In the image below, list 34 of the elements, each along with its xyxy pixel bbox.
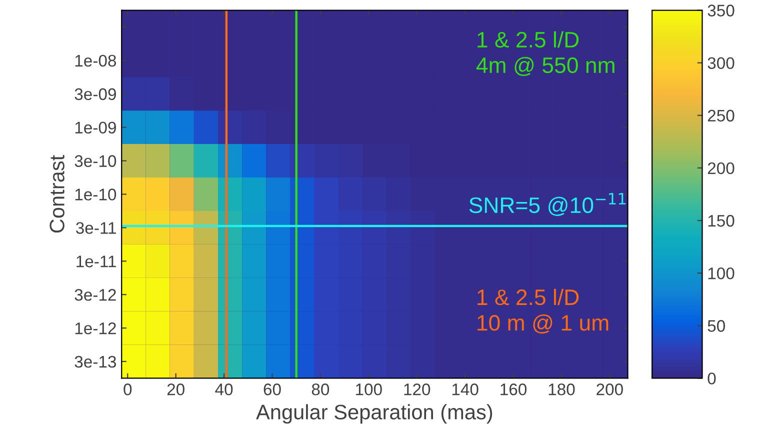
color-bar-label: 0 bbox=[708, 372, 716, 384]
ref-line-label: 1 & 2.5 l/D 4m @ 550 nm bbox=[476, 31, 614, 76]
x-tick-label: 40 bbox=[215, 384, 233, 396]
ref-line-label: SNR=5 @10$^{−11}$ bbox=[469, 193, 626, 216]
x-tick-label: 160 bbox=[500, 384, 527, 396]
y-tick-label: 1e-10 bbox=[75, 188, 116, 200]
y-tick-label: 3e-11 bbox=[76, 222, 116, 234]
y-tick-label: 1e-11 bbox=[76, 256, 116, 268]
y-tick-label: 3e-13 bbox=[74, 356, 116, 368]
color-bar-label: 250 bbox=[708, 110, 734, 122]
y-tick-label: 1e-09 bbox=[75, 122, 116, 134]
color-bar-label: 200 bbox=[708, 162, 734, 174]
y-tick-label: 1e-12 bbox=[75, 322, 116, 334]
x-tick-label: 60 bbox=[264, 384, 281, 396]
x-tick-label: 20 bbox=[167, 384, 184, 396]
color-bar-label: 150 bbox=[708, 214, 734, 227]
x-tick-label: 200 bbox=[596, 384, 623, 396]
x-axis-title: Angular Separation (mas) bbox=[256, 404, 492, 424]
y-axis-title: Contrast bbox=[50, 155, 64, 233]
x-tick-label: 120 bbox=[404, 384, 430, 396]
ref-line-label: 1 & 2.5 l/D 10 m @ 1 um bbox=[478, 288, 608, 334]
y-tick-label: 1e-08 bbox=[75, 54, 116, 67]
color-bar-label: 50 bbox=[708, 320, 725, 332]
x-tick-label: 100 bbox=[356, 384, 382, 396]
y-tick-label: 3e-12 bbox=[74, 288, 116, 301]
x-tick-label: 0 bbox=[124, 384, 132, 396]
color-bar-label: 100 bbox=[708, 267, 734, 280]
y-tick-label: 3e-09 bbox=[74, 88, 116, 100]
y-tick-label: 3e-10 bbox=[74, 155, 116, 167]
color-bar-label: 300 bbox=[708, 57, 734, 70]
x-tick-label: 180 bbox=[548, 384, 575, 396]
x-tick-label: 80 bbox=[312, 384, 330, 396]
color-bar-label: 350 bbox=[708, 4, 734, 16]
x-tick-label: 140 bbox=[452, 384, 478, 396]
